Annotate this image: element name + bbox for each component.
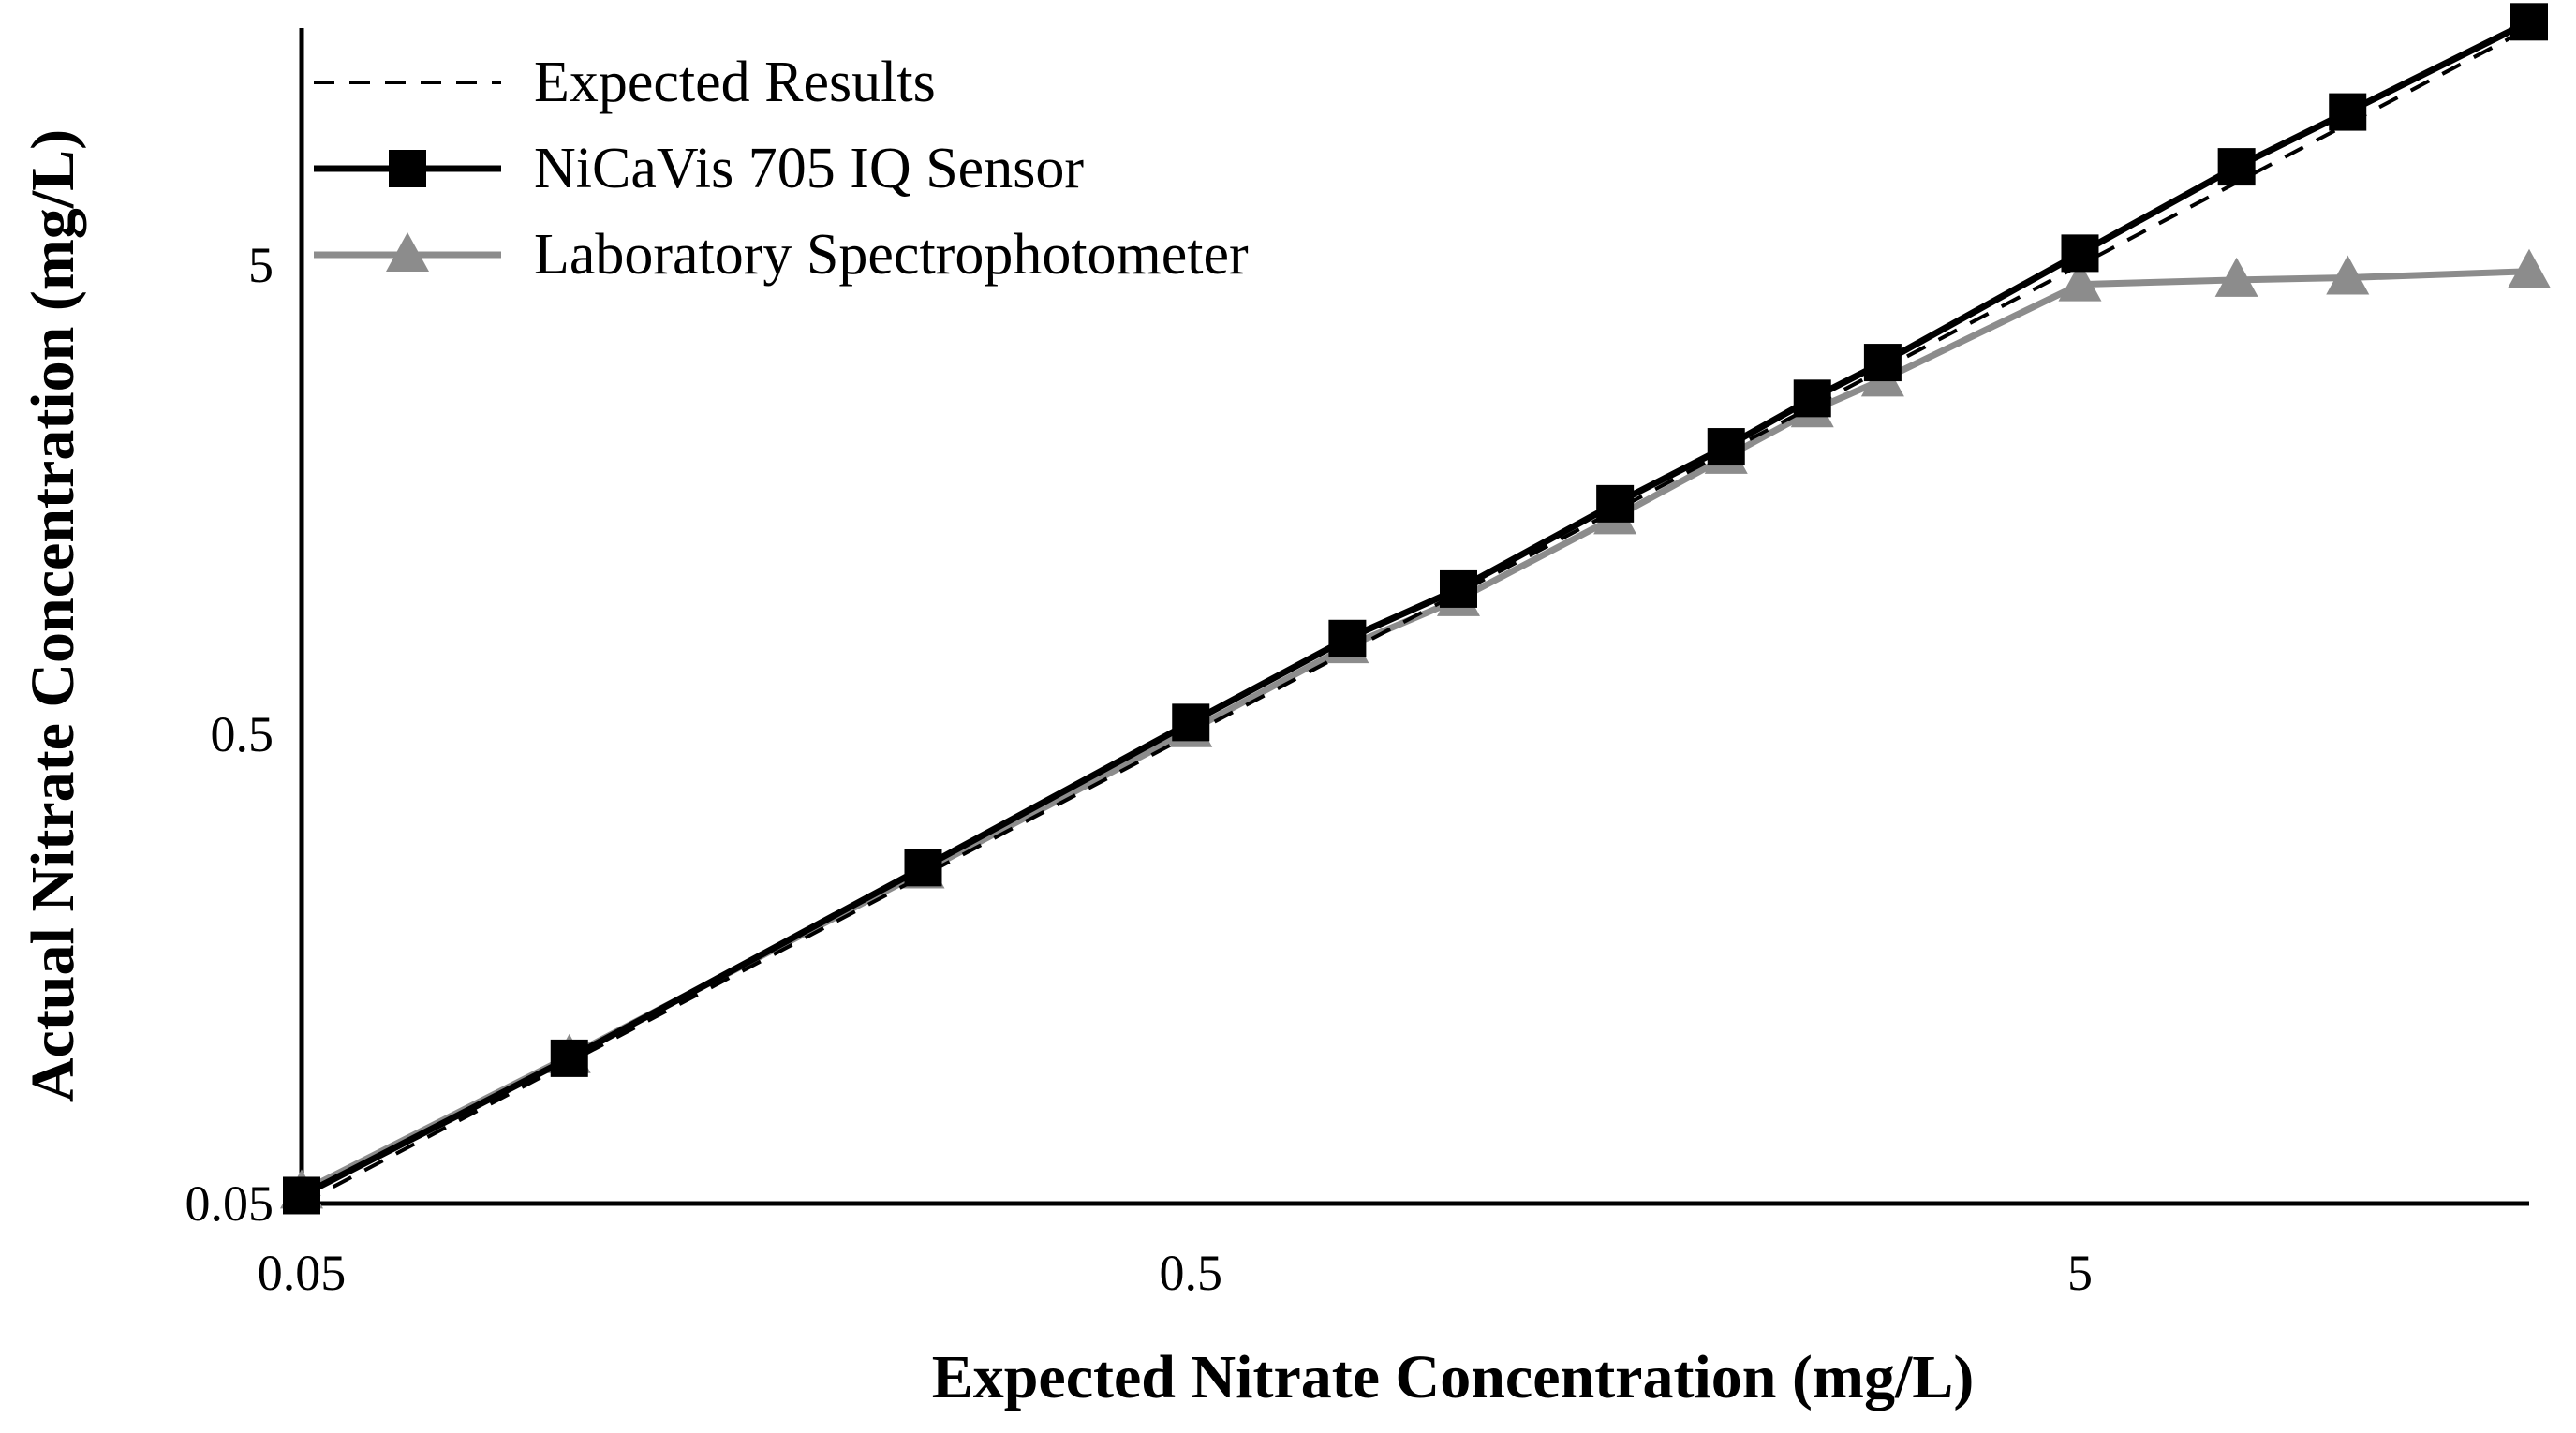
- legend-marker: [389, 150, 426, 187]
- data-point: [2326, 255, 2370, 295]
- x-tick-label: 0.05: [258, 1245, 347, 1301]
- series-line: [300, 268, 2530, 1195]
- series-line: [300, 19, 2531, 1199]
- series-nicavis-705-iq-sensor: [283, 3, 2548, 1215]
- y-axis-title: Actual Nitrate Concentration (mg/L): [19, 129, 87, 1102]
- data-point: [2508, 248, 2551, 288]
- legend-label: Expected Results: [534, 51, 936, 114]
- data-point: [2217, 148, 2256, 186]
- axes: 0.05 0.5 5 0.05 0.5 5: [185, 28, 2529, 1301]
- legend-label: NiCaVis 705 IQ Sensor: [534, 137, 1084, 200]
- legend-item: Expected Results: [314, 51, 936, 114]
- legend-marker: [386, 232, 429, 272]
- series-laboratory-spectrophotometer: [280, 248, 2551, 1209]
- data-point: [2214, 257, 2258, 297]
- data-point: [2058, 261, 2102, 302]
- data-point: [1707, 428, 1745, 466]
- y-tick-label: 0.5: [211, 706, 274, 762]
- legend-label: Laboratory Spectrophotometer: [534, 223, 1249, 287]
- legend-item: NiCaVis 705 IQ Sensor: [314, 137, 1084, 200]
- x-tick-label: 0.5: [1159, 1245, 1222, 1301]
- y-tick-label: 5: [248, 237, 274, 293]
- series-line: [301, 26, 2530, 1205]
- series-layer: [280, 3, 2551, 1215]
- legend: Expected Results NiCaVis 705 IQ Sensor Lab…: [314, 51, 1249, 287]
- data-point: [2329, 93, 2367, 131]
- legend-item: Laboratory Spectrophotometer: [314, 223, 1249, 287]
- series-expected-results: [301, 26, 2530, 1205]
- y-tick-label: 0.05: [185, 1175, 274, 1232]
- data-point: [550, 1039, 588, 1077]
- data-point: [1439, 569, 1477, 608]
- data-point: [1863, 344, 1902, 382]
- x-tick-label: 5: [2067, 1245, 2093, 1301]
- x-axis-title: Expected Nitrate Concentration (mg/L): [932, 1343, 1975, 1411]
